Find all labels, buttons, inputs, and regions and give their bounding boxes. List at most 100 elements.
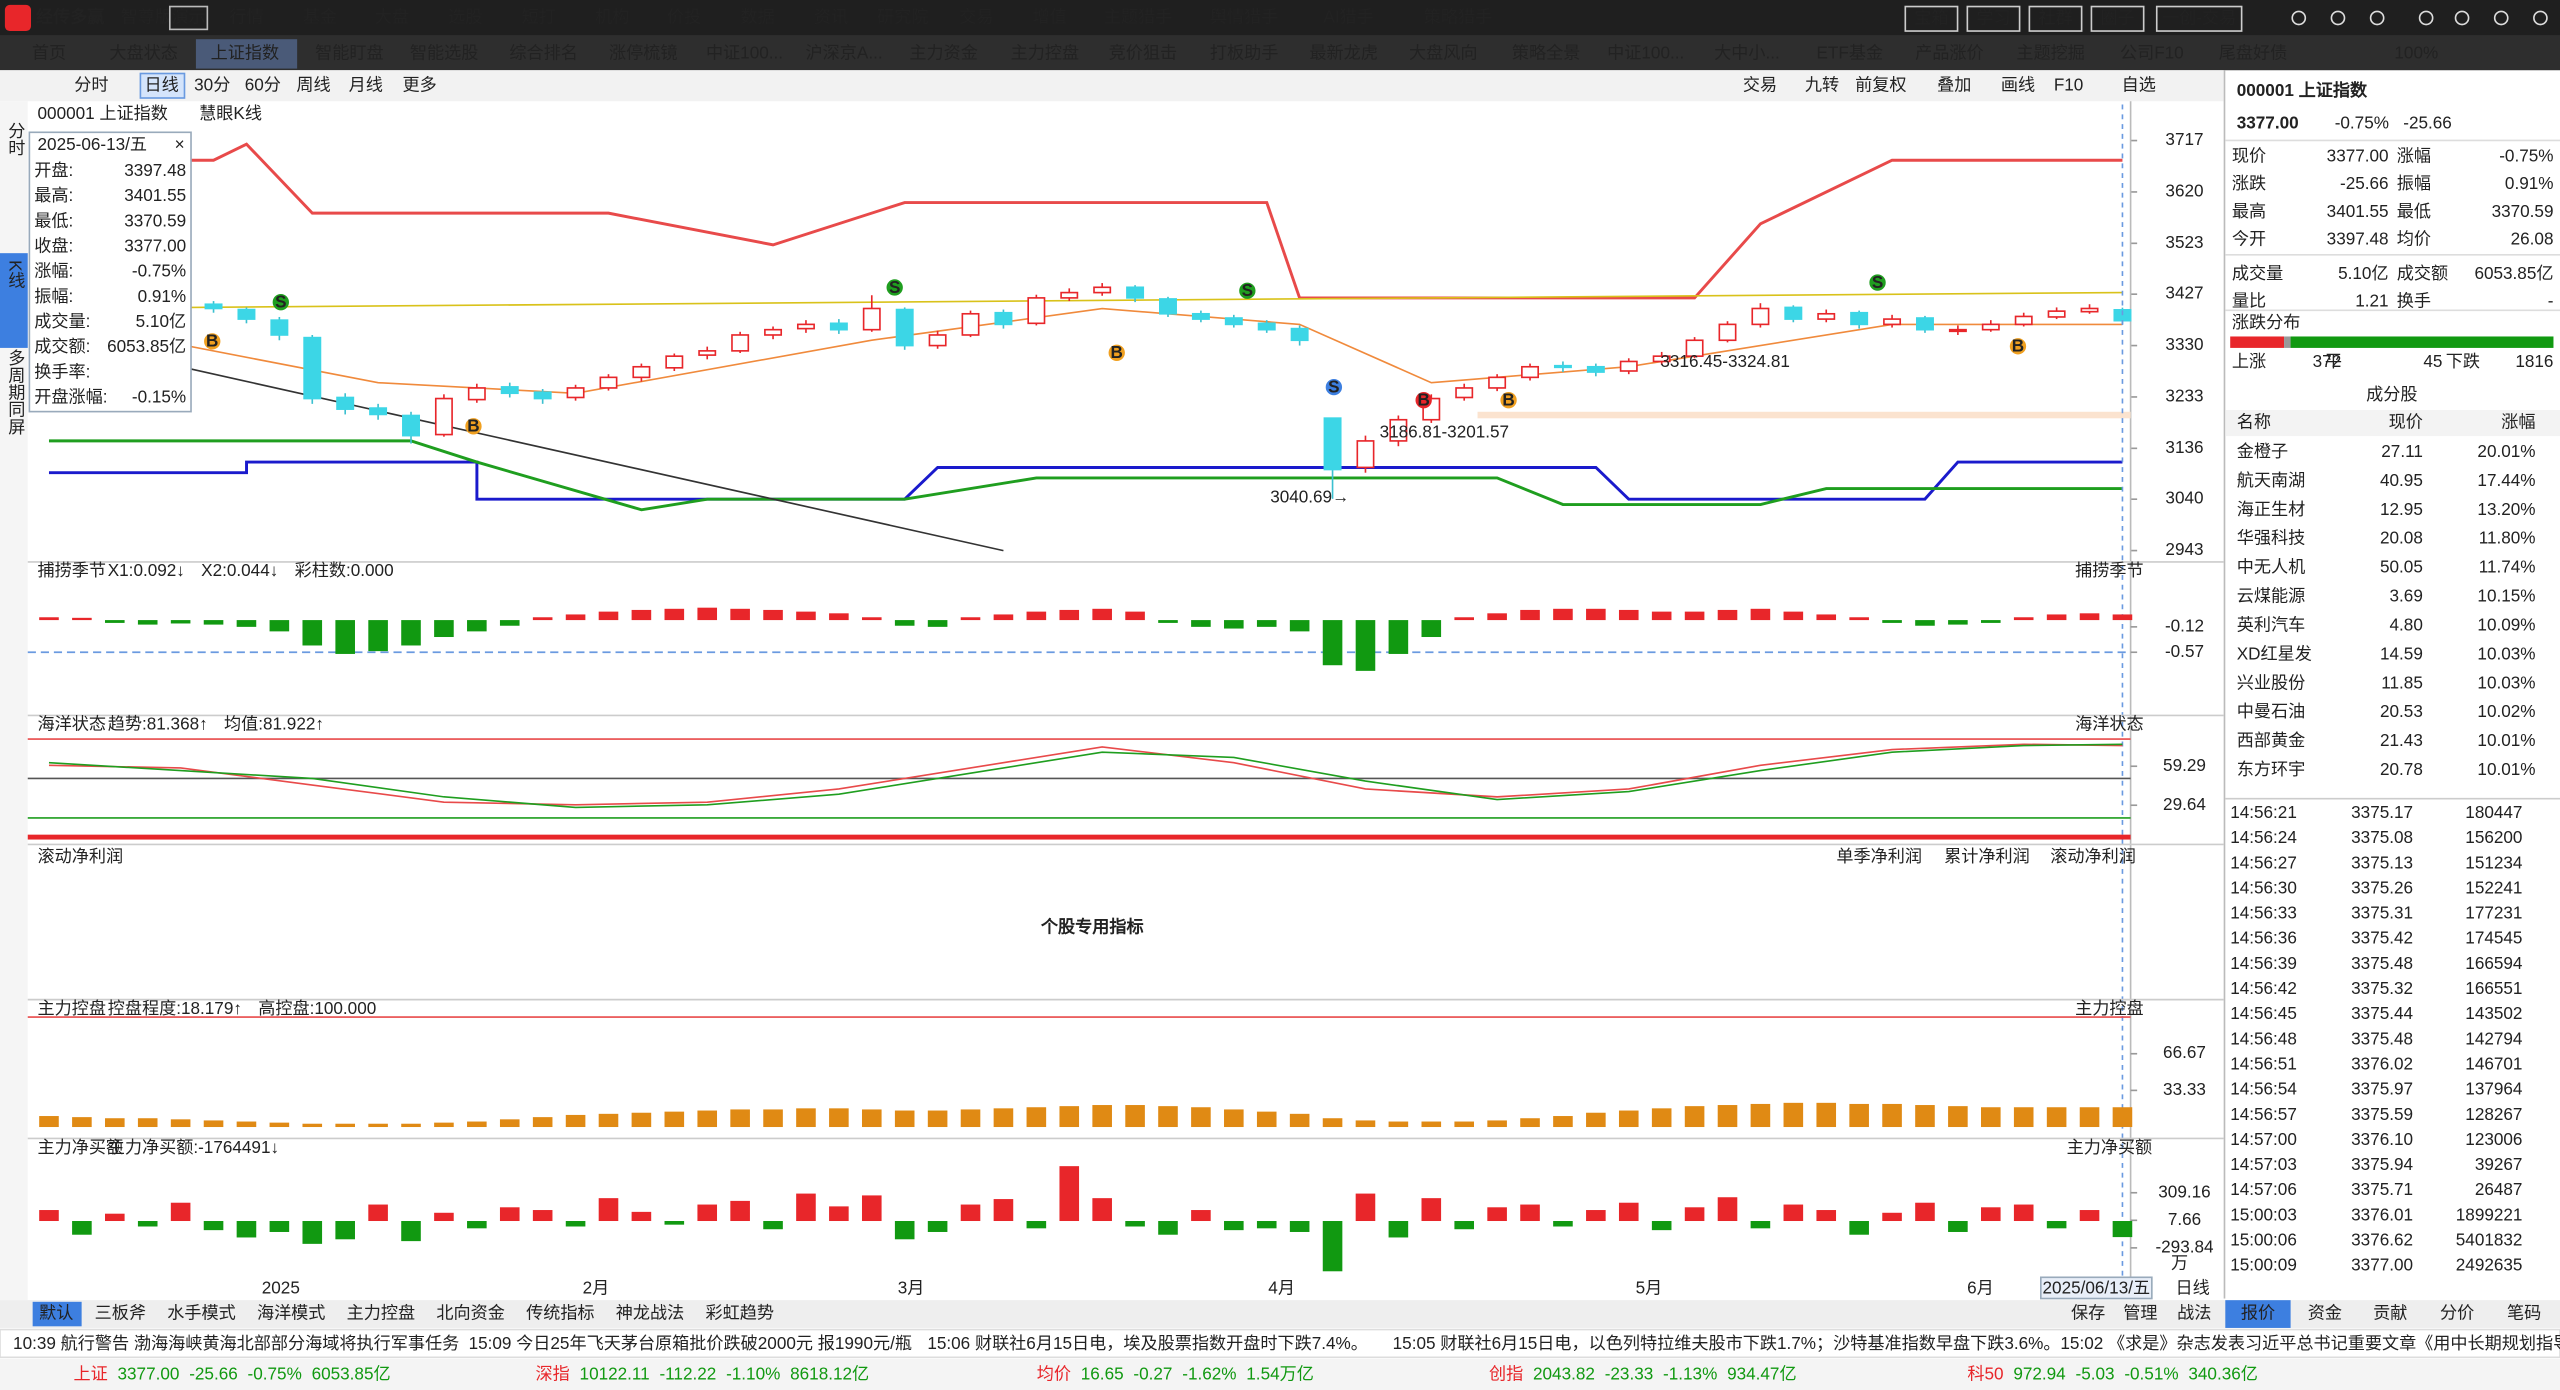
menu-item[interactable]: 研究院 bbox=[877, 6, 928, 26]
top-button-label[interactable]: 一创-交易 bbox=[2162, 7, 2236, 27]
news-item[interactable]: 15:06 财联社6月15日电，埃及股票指数开盘时下跌7.4%。 bbox=[927, 1333, 1367, 1353]
tab[interactable]: 中证100... bbox=[706, 42, 783, 62]
side-tab[interactable]: 多周期同屏 bbox=[5, 349, 25, 435]
period-button[interactable]: 30分 bbox=[194, 74, 230, 94]
tool-button[interactable]: 叠加 bbox=[1937, 74, 1971, 94]
stock-name[interactable]: 航天南湖 bbox=[2237, 470, 2305, 490]
tab[interactable]: 中证100... bbox=[1607, 42, 1684, 62]
top-button-label[interactable]: 圈子 bbox=[2100, 7, 2134, 27]
menu-item[interactable]: 机构 bbox=[595, 6, 629, 26]
tab[interactable]: 主力控盘 bbox=[1011, 42, 1079, 62]
period-button[interactable]: 月线 bbox=[349, 74, 383, 94]
tab[interactable]: 沪深京A... bbox=[806, 42, 883, 62]
profit-option[interactable]: 滚动净利润 bbox=[2050, 846, 2136, 866]
panel-tab[interactable]: 资金 bbox=[2308, 1303, 2342, 1323]
news-item[interactable]: 15:05 财联社6月15日电，以色列特拉维夫股市下跌1.7%；沙特基准指数早盘… bbox=[1393, 1333, 2061, 1353]
bottom-tab[interactable]: 传统指标 bbox=[526, 1303, 594, 1323]
panel-tab[interactable]: 分价 bbox=[2440, 1303, 2474, 1323]
window-icon[interactable] bbox=[2454, 10, 2470, 26]
top-button[interactable] bbox=[2090, 5, 2145, 32]
profit-option[interactable]: 单季净利润 bbox=[1836, 846, 1922, 866]
tab[interactable]: 综合排名 bbox=[509, 42, 577, 62]
menu-item[interactable]: 主题猎手 bbox=[1104, 6, 1172, 26]
bottom-tab[interactable]: 彩虹趋势 bbox=[705, 1303, 773, 1323]
stock-name[interactable]: 中无人机 bbox=[2237, 557, 2305, 577]
menu-item[interactable]: 短打 bbox=[522, 6, 556, 26]
stock-name[interactable]: 东方环宇 bbox=[2237, 759, 2305, 779]
bottom-tab[interactable]: 北向资金 bbox=[436, 1303, 504, 1323]
tab[interactable]: 大中小... bbox=[1714, 42, 1780, 62]
bottom-action[interactable]: 管理 bbox=[2123, 1303, 2157, 1323]
news-item[interactable]: 10:39 航行警告 渤海海峡黄海北部部分海域将执行军事任务 bbox=[13, 1333, 459, 1353]
stock-name[interactable]: 金橙子 bbox=[2237, 441, 2288, 461]
menu-item[interactable]: 价投 bbox=[667, 6, 701, 26]
menu-item[interactable]: 策略猎手 bbox=[1424, 6, 1492, 26]
panel-tab[interactable]: 报价 bbox=[2241, 1303, 2275, 1323]
profit-option[interactable]: 累计净利润 bbox=[1944, 846, 2030, 866]
tab[interactable]: 智能盯盘 bbox=[315, 42, 383, 62]
tab[interactable]: 主力资金 bbox=[909, 42, 977, 62]
tool-button[interactable]: 自选 bbox=[2122, 74, 2156, 94]
side-tab[interactable]: 分时 bbox=[5, 122, 25, 156]
window-icon[interactable] bbox=[2533, 10, 2548, 26]
tool-button[interactable]: 画线 bbox=[2001, 74, 2035, 94]
window-icon[interactable] bbox=[2330, 10, 2346, 26]
menu-item[interactable]: 增值 bbox=[1033, 6, 1067, 26]
tab[interactable]: 首页 bbox=[32, 42, 66, 62]
tab[interactable]: 主题挖掘 bbox=[2016, 42, 2084, 62]
top-button[interactable] bbox=[2155, 5, 2243, 32]
period-button[interactable]: 分时 bbox=[74, 74, 108, 94]
window-icon[interactable] bbox=[2369, 10, 2385, 26]
stock-name[interactable]: XD红星发 bbox=[2237, 643, 2312, 663]
bottom-tab[interactable]: 神龙战法 bbox=[616, 1303, 684, 1323]
stock-name[interactable]: 兴业股份 bbox=[2237, 672, 2305, 692]
top-button[interactable] bbox=[1966, 5, 2021, 32]
stock-name[interactable]: 西部黄金 bbox=[2237, 730, 2305, 750]
news-item[interactable]: 15:02 《求是》杂志发表习近平总书记重要文章《用中长期规划指导经 bbox=[2060, 1333, 2560, 1353]
menu-item[interactable]: 交易 bbox=[959, 6, 993, 26]
bottom-tab[interactable]: 三板斧 bbox=[95, 1303, 146, 1323]
bottom-tab[interactable]: 水手模式 bbox=[167, 1303, 235, 1323]
period-button[interactable]: 60分 bbox=[245, 74, 281, 94]
menu-item[interactable]: 资讯 bbox=[814, 6, 848, 26]
window-icon[interactable] bbox=[2418, 10, 2434, 26]
tab[interactable]: 智能选股 bbox=[410, 42, 478, 62]
top-button[interactable] bbox=[1904, 5, 1959, 32]
menu-item[interactable]: 行情 bbox=[229, 6, 263, 26]
menu-item[interactable]: 数据 bbox=[740, 6, 774, 26]
tool-button[interactable]: 交易 bbox=[1743, 74, 1777, 94]
window-icon[interactable] bbox=[2291, 10, 2307, 26]
period-button[interactable]: 更多 bbox=[402, 74, 436, 94]
tab[interactable]: 最新龙虎 bbox=[1309, 42, 1377, 62]
bottom-tab[interactable]: 默认 bbox=[39, 1303, 73, 1323]
menu-item[interactable]: AI猎手 bbox=[1323, 6, 1373, 26]
menu-item[interactable]: 舆情猎手 bbox=[1210, 6, 1278, 26]
tab[interactable]: 涨停梳镜 bbox=[609, 42, 677, 62]
news-item[interactable]: 15:09 今日25年飞天茅台原箱批价跌破2000元 报1990元/瓶 bbox=[469, 1333, 912, 1353]
tab[interactable]: 大盘状态 bbox=[109, 42, 177, 62]
panel-tab[interactable]: 贡献 bbox=[2373, 1303, 2407, 1323]
stock-name[interactable]: 云煤能源 bbox=[2237, 586, 2305, 606]
bottom-tab[interactable]: 主力控盘 bbox=[347, 1303, 415, 1323]
tab[interactable]: 大盘风向 bbox=[1409, 42, 1477, 62]
top-button-label[interactable]: 社群 bbox=[2038, 7, 2072, 27]
close-icon[interactable]: × bbox=[175, 134, 185, 154]
top-button-label[interactable]: 宝箱 bbox=[1914, 7, 1948, 27]
stock-name[interactable]: 华强科技 bbox=[2237, 528, 2305, 548]
top-button-label[interactable]: 学习 bbox=[1976, 7, 2010, 27]
tab[interactable]: 产品涨价 bbox=[1915, 42, 1983, 62]
tab[interactable]: 策略全景 bbox=[1512, 42, 1580, 62]
tab[interactable]: 上证指数 bbox=[211, 42, 279, 62]
bottom-action[interactable]: 战法 bbox=[2177, 1303, 2211, 1323]
panel-tab[interactable]: 笔码 bbox=[2507, 1303, 2541, 1323]
tab[interactable]: ETF基金 bbox=[1817, 42, 1884, 62]
tab[interactable]: 公司F10 bbox=[2120, 42, 2184, 62]
window-icon[interactable] bbox=[2493, 10, 2509, 26]
bottom-tab[interactable]: 海洋模式 bbox=[257, 1303, 325, 1323]
top-button[interactable] bbox=[2028, 5, 2083, 32]
tab[interactable]: 打板助手 bbox=[1210, 42, 1278, 62]
menu-item[interactable]: 基金 bbox=[303, 6, 337, 26]
stock-name[interactable]: 中曼石油 bbox=[2237, 701, 2305, 721]
menu-item[interactable]: 大盘 bbox=[375, 6, 409, 26]
tab[interactable]: 尾盘好债 bbox=[2219, 42, 2287, 62]
